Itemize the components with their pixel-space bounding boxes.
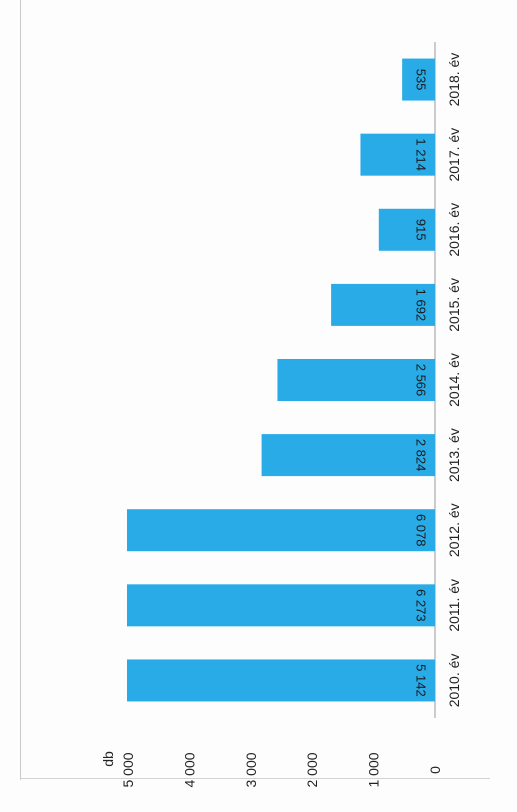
bar-value-label: 915 [414, 219, 429, 241]
bar [127, 659, 435, 702]
category-label: 2013. év [446, 428, 462, 482]
value-axis-tick-label: 4 000 [181, 752, 197, 787]
bar-value-label: 1 214 [414, 138, 429, 171]
category-label: 2016. év [446, 203, 462, 257]
bar [127, 509, 435, 552]
category-label: 2011. év [446, 579, 462, 632]
bar-value-labels: 5 142 6 273 6 078 2 824 2 566 1 692 915 1 214 53… [414, 69, 429, 697]
value-axis-tick-label: 1 000 [366, 752, 382, 787]
bar-value-label: 1 692 [414, 289, 429, 322]
bars [127, 58, 435, 702]
category-label: 2012. év [446, 503, 462, 557]
bar [402, 58, 435, 101]
scan-edge-left [20, 0, 21, 780]
category-label: 2015. év [446, 278, 462, 332]
value-axis-unit-label: db [100, 751, 116, 767]
bar-value-label: 6 273 [414, 589, 429, 622]
category-label: 2014. év [446, 353, 462, 407]
value-axis-tick-label: 2 000 [304, 752, 320, 787]
bar-value-label: 5 142 [414, 664, 429, 697]
bar [277, 359, 435, 401]
value-axis-tick-label: 5 000 [120, 752, 136, 787]
category-label: 2017. év [446, 128, 462, 182]
bar [331, 283, 435, 326]
category-label: 2010. év [446, 654, 462, 708]
category-labels: 2010. év 2011. év 2012. év 2013. év 2014. év… [446, 53, 462, 708]
bar [261, 434, 435, 477]
value-axis-tick-label: 0 [427, 766, 443, 774]
scan-edge-bottom [20, 778, 490, 779]
bar-value-label: 2 824 [414, 439, 429, 472]
bar-value-label: 6 078 [414, 514, 429, 547]
bar [360, 133, 435, 176]
value-axis-tick-label: 3 000 [243, 752, 259, 787]
bar-value-label: 535 [414, 69, 429, 91]
bar [378, 208, 435, 251]
category-label: 2018. év [446, 53, 462, 107]
bar [127, 584, 435, 627]
bar-value-label: 2 566 [414, 364, 429, 397]
